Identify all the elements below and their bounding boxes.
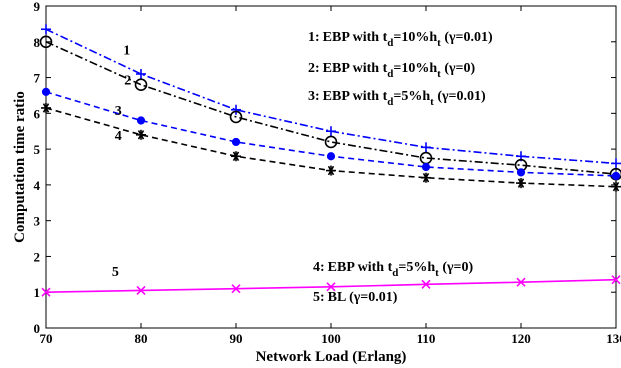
- data-point: [41, 24, 51, 35]
- legend-entry-2: 2: EBP with td=10%ht (γ=0): [308, 61, 476, 80]
- data-point: [421, 172, 431, 183]
- legend-sub1: d: [387, 96, 393, 108]
- x-tick-label: 110: [417, 331, 436, 346]
- series-number-label: 4: [115, 129, 122, 144]
- axis-ticks: 7080901001101201300123456789: [34, 0, 621, 346]
- data-point: [421, 279, 431, 289]
- data-point: [136, 285, 146, 295]
- legend-entry-1: 1: EBP with td=10%ht (γ=0.01): [308, 30, 493, 49]
- data-point: [324, 135, 338, 149]
- data-point: [516, 277, 526, 287]
- legend-tail: (γ=0.01): [434, 89, 486, 104]
- legend-entry-3: 3: EBP with td=5%ht (γ=0.01): [308, 89, 486, 108]
- data-point: [229, 110, 243, 124]
- data-point: [136, 68, 146, 79]
- series-number-label: 3: [115, 104, 122, 119]
- legend-main: EBP with t: [323, 61, 388, 76]
- legend-tail: (γ=0.01): [441, 30, 493, 45]
- legend-sub2: t: [430, 96, 434, 108]
- data-point: [326, 126, 336, 137]
- legend-num: 5:: [313, 290, 325, 305]
- y-tick-label: 9: [34, 0, 41, 14]
- data-point: [41, 287, 51, 297]
- data-point: [611, 181, 621, 192]
- series-1: [41, 24, 621, 169]
- legend-num: 4:: [313, 260, 325, 275]
- x-tick-label: 130: [606, 331, 621, 346]
- data-point: [134, 78, 148, 92]
- x-tick-label: 70: [40, 331, 53, 346]
- data-point: [326, 165, 336, 176]
- data-point: [41, 102, 51, 113]
- x-tick-label: 80: [135, 331, 148, 346]
- legend-num: 1:: [308, 30, 320, 45]
- legend-mid: =5%h: [393, 89, 430, 104]
- data-point: [39, 35, 53, 49]
- data-point: [326, 282, 336, 292]
- legend-main: EBP with t: [328, 260, 393, 275]
- data-point: [231, 137, 241, 147]
- y-tick-label: 8: [34, 35, 41, 50]
- series-layer: [39, 24, 621, 297]
- data-point: [326, 152, 336, 161]
- y-tick-label: 0: [34, 321, 41, 336]
- y-tick-label: 3: [34, 214, 41, 229]
- legend-sub1: d: [387, 68, 393, 80]
- legend: 1: EBP with td=10%ht (γ=0.01)2: EBP with t…: [308, 30, 493, 305]
- data-point: [421, 142, 431, 153]
- y-tick-label: 4: [34, 178, 41, 193]
- legend-tail: (γ=0): [439, 260, 474, 275]
- data-point: [611, 158, 621, 169]
- legend-sub2: t: [437, 37, 441, 49]
- series-number-label: 1: [123, 43, 130, 58]
- data-point: [611, 275, 621, 285]
- legend-entry-5: 5: BL (γ=0.01): [313, 290, 398, 305]
- y-tick-label: 1: [34, 285, 41, 300]
- y-axis-label: Computation time ratio: [12, 91, 28, 243]
- data-point: [136, 129, 146, 140]
- data-point: [516, 168, 526, 177]
- x-tick-label: 90: [230, 331, 243, 346]
- data-point: [231, 104, 241, 115]
- data-point: [136, 116, 146, 125]
- legend-num: 3:: [308, 89, 320, 104]
- series-number-label: 5: [112, 265, 119, 280]
- series-4: [41, 102, 621, 192]
- legend-main: EBP with t: [323, 89, 388, 104]
- y-tick-label: 7: [34, 71, 41, 86]
- legend-tail: (γ=0): [441, 61, 476, 76]
- data-point: [231, 151, 241, 162]
- legend-sub1: d: [387, 37, 393, 49]
- data-point: [421, 162, 431, 172]
- data-point: [516, 178, 526, 189]
- y-tick-label: 6: [34, 106, 41, 121]
- legend-main: EBP with t: [323, 30, 388, 45]
- legend-sub2: t: [437, 68, 441, 80]
- x-tick-label: 100: [321, 331, 341, 346]
- y-tick-label: 2: [34, 249, 41, 264]
- legend-entry-4: 4: EBP with td=5%ht (γ=0): [313, 260, 474, 279]
- legend-num: 2:: [308, 61, 320, 76]
- x-axis-label: Network Load (Erlang): [256, 349, 407, 365]
- legend-mid: =5%h: [398, 260, 435, 275]
- legend-sub1: d: [392, 267, 398, 279]
- x-tick-label: 120: [511, 331, 531, 346]
- legend-mid: =10%h: [393, 30, 437, 45]
- series-3: [41, 87, 621, 181]
- legend-main: BL (γ=0.01): [328, 290, 398, 305]
- legend-sub2: t: [435, 267, 439, 279]
- legend-mid: =10%h: [393, 61, 437, 76]
- data-point: [231, 284, 241, 294]
- series-5: [41, 275, 621, 297]
- data-point: [41, 87, 51, 96]
- series-number-label: 2: [124, 74, 131, 89]
- data-point: [611, 171, 621, 181]
- y-tick-label: 5: [34, 142, 41, 157]
